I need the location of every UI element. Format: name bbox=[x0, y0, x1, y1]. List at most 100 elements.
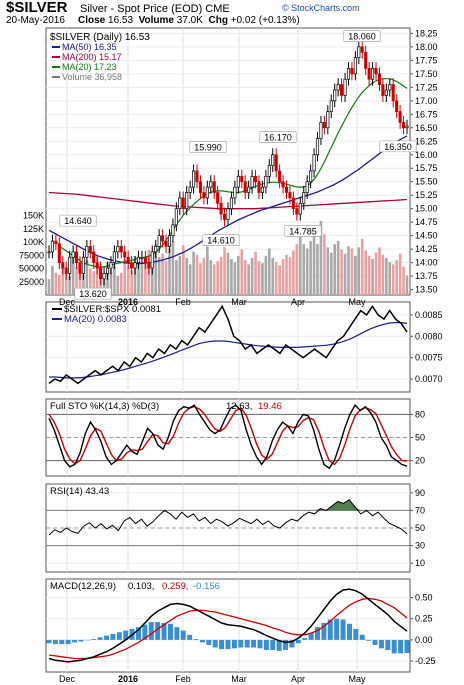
macd-histogram-bar bbox=[212, 639, 218, 648]
volume-bar bbox=[144, 257, 147, 295]
volume-bar bbox=[185, 257, 188, 295]
volume-tick-label: 125K bbox=[23, 224, 44, 234]
price-annotation-box bbox=[259, 131, 297, 143]
price-candle-body bbox=[178, 197, 182, 210]
x-axis-label: Mar bbox=[231, 297, 247, 307]
price-candle-body bbox=[267, 165, 271, 177]
volume-bar bbox=[295, 244, 299, 295]
price-candle-body bbox=[74, 251, 79, 263]
macd-histogram-bar bbox=[366, 639, 372, 641]
macd-histogram-bar bbox=[46, 639, 52, 644]
volume-bar bbox=[395, 260, 398, 295]
price-candle-body bbox=[85, 246, 89, 258]
y-tick-label: 14.50 bbox=[415, 231, 438, 241]
volume-bar bbox=[402, 266, 405, 295]
price-candle-body bbox=[209, 181, 213, 188]
volume-bar bbox=[154, 244, 158, 295]
price-candle-body bbox=[367, 68, 371, 80]
chg-label: Chg bbox=[208, 15, 228, 26]
price-annotation-box bbox=[189, 140, 227, 153]
price-candle-body bbox=[81, 256, 85, 274]
macd-histogram-bar bbox=[148, 622, 154, 640]
price-candle-body bbox=[140, 256, 144, 259]
volume-bar bbox=[326, 247, 330, 295]
price-annotation-box bbox=[284, 224, 322, 237]
volume-bar bbox=[298, 236, 302, 295]
price-legend-entry: MA(50) 16.35 bbox=[62, 42, 117, 52]
price-candle-body bbox=[223, 213, 227, 220]
volume-bar bbox=[336, 241, 340, 295]
volume-bar bbox=[54, 272, 58, 295]
price-candle-body bbox=[278, 170, 282, 183]
price-candle-body bbox=[136, 256, 141, 263]
y-tick-label: 13.75 bbox=[415, 271, 438, 281]
y-tick-label: 18.25 bbox=[415, 28, 438, 38]
y-tick-label: 15.00 bbox=[415, 204, 438, 214]
price-candle-body bbox=[236, 175, 240, 188]
volume-bar bbox=[82, 274, 85, 295]
volume-bar bbox=[223, 247, 226, 295]
price-candle-body bbox=[188, 186, 192, 193]
macd-histogram-bar bbox=[244, 639, 250, 648]
macd-histogram-bar bbox=[340, 619, 346, 640]
price-candle-body bbox=[312, 154, 316, 172]
price-candle-body bbox=[167, 235, 172, 247]
volume-bar bbox=[316, 244, 319, 295]
price-candle-body bbox=[147, 262, 151, 269]
volume-label: Volume bbox=[138, 15, 174, 26]
price-candle-body bbox=[181, 197, 185, 210]
volume-tick-label: 100K bbox=[23, 237, 44, 247]
price-candle-body bbox=[133, 262, 137, 269]
volume-bar bbox=[237, 255, 240, 295]
macd-histogram-bar bbox=[372, 639, 378, 645]
y-tick-label: 17.75 bbox=[415, 55, 438, 65]
price-candle-body bbox=[61, 262, 65, 269]
macd-histogram-bar bbox=[391, 639, 397, 654]
price-candle-body bbox=[119, 246, 123, 253]
y-tick-label: 17.50 bbox=[415, 69, 438, 79]
price-candle-body bbox=[305, 181, 309, 193]
price-candle-body bbox=[309, 170, 313, 183]
price-candle-body bbox=[260, 186, 264, 193]
volume-bar bbox=[309, 241, 312, 295]
volume-bar bbox=[391, 264, 395, 295]
ratio-line bbox=[48, 304, 408, 385]
macd-histogram-bar bbox=[302, 638, 308, 640]
volume-bar bbox=[388, 262, 392, 295]
price-candle-body bbox=[340, 84, 344, 96]
y-tick-label: 0.0070 bbox=[415, 374, 443, 384]
price-annotation-label: 14.785 bbox=[289, 226, 317, 236]
volume-bar bbox=[171, 241, 175, 295]
price-candle-body bbox=[216, 192, 220, 204]
macd-histogram-bar bbox=[59, 639, 65, 645]
macd-legend-signal: 0.259, bbox=[162, 581, 188, 592]
price-candle-body bbox=[71, 251, 75, 258]
volume-bar bbox=[312, 231, 316, 295]
y-tick-label: 16.50 bbox=[415, 123, 438, 133]
y-tick-label: 50 bbox=[415, 523, 425, 533]
macd-histogram-bar bbox=[180, 630, 186, 640]
volume-bar bbox=[123, 259, 127, 295]
volume-bar bbox=[68, 276, 71, 295]
volume-bar bbox=[247, 264, 250, 295]
price-candle-body bbox=[102, 273, 106, 280]
price-candle-body bbox=[143, 256, 147, 263]
macd-histogram-bar bbox=[359, 634, 365, 640]
price-candle-body bbox=[398, 111, 402, 123]
x-axis-label: 2016 bbox=[118, 674, 138, 684]
price-candle-body bbox=[88, 246, 92, 253]
price-candle-body bbox=[126, 256, 130, 263]
price-annotation-label: 14.610 bbox=[207, 236, 235, 246]
price-annotation-label: 18.060 bbox=[348, 32, 376, 42]
price-candle-body bbox=[78, 262, 82, 274]
volume-bar bbox=[288, 256, 292, 295]
x-axis-label: May bbox=[348, 674, 366, 684]
volume-bar bbox=[357, 247, 361, 295]
price-candle-body bbox=[219, 202, 223, 215]
y-tick-label: 90 bbox=[415, 488, 425, 498]
macd-histogram-bar bbox=[142, 624, 148, 640]
x-axis-label: Feb bbox=[175, 297, 191, 307]
price-annotation-box bbox=[202, 234, 240, 247]
volume-tick-label: 50000 bbox=[19, 264, 44, 274]
volume-bar bbox=[343, 253, 347, 295]
